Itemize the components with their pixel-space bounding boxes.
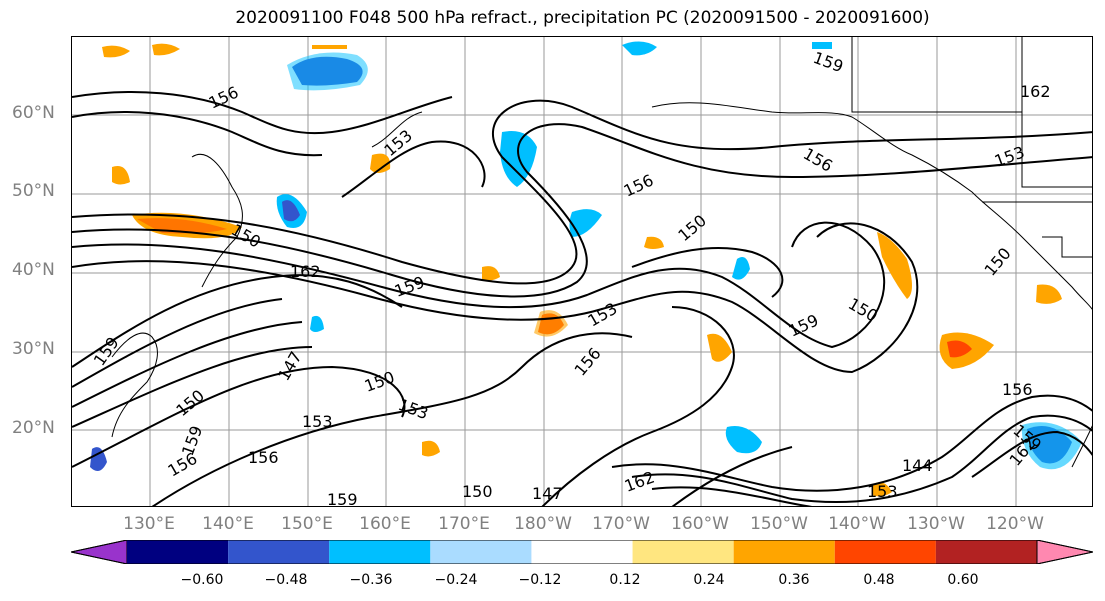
colorbar-segment <box>531 540 633 564</box>
lon-label-160w: 160°W <box>671 514 729 534</box>
contour-label: 150 <box>981 244 1015 280</box>
contour-label: 156 <box>571 344 605 380</box>
contour-label: 162 <box>622 467 657 495</box>
contour-label: 150 <box>845 294 881 326</box>
contour-label: 159 <box>786 310 822 340</box>
lon-label-140e: 140°E <box>202 514 254 534</box>
lon-label-160e: 160°E <box>359 514 411 534</box>
map-plot: 156 159 162 156 153 150 153 162 159 156 … <box>72 37 1092 507</box>
lon-label-120w: 120°W <box>986 514 1044 534</box>
contour-label: 162 <box>290 262 321 281</box>
lat-label-40n: 40°N <box>12 260 55 280</box>
contour-label: 153 <box>867 482 898 501</box>
lat-label-20n: 20°N <box>12 418 55 438</box>
contour-label: 156 <box>800 144 836 176</box>
lon-label-130e: 130°E <box>123 514 175 534</box>
colorbar-tick: −0.24 <box>434 572 478 588</box>
lon-label-170w: 170°W <box>592 514 650 534</box>
refractivity-contours <box>72 91 1092 506</box>
graticule <box>72 37 1092 506</box>
colorbar-segment <box>632 540 734 564</box>
contour-label: 147 <box>532 484 563 503</box>
lon-label-150w: 150°W <box>750 514 808 534</box>
colorbar-tick: −0.12 <box>518 572 562 588</box>
colorbar-segment <box>329 540 431 564</box>
contour-label: 150 <box>674 211 710 245</box>
colorbar-extension-high <box>1036 540 1093 564</box>
colorbar-segment <box>834 540 936 564</box>
contour-label: 159 <box>327 490 358 507</box>
colorbar-segment <box>228 540 330 564</box>
contour-label: 156 <box>621 170 657 200</box>
lon-label-130w: 130°W <box>907 514 965 534</box>
map-title: 2020091100 F048 500 hPa refract., precip… <box>235 8 930 28</box>
contour-label: 147 <box>274 348 306 384</box>
contour-label: 144 <box>902 456 933 475</box>
colorbar-tick: 0.36 <box>778 572 810 588</box>
colorbar-tick: 0.60 <box>947 572 979 588</box>
contour-label: 150 <box>172 386 208 420</box>
lon-label-170e: 170°E <box>438 514 490 534</box>
colorbar-segment <box>935 540 1037 564</box>
lon-label-180w: 180°W <box>514 514 572 534</box>
contour-label: 153 <box>396 395 431 423</box>
colorbar-segment <box>733 540 835 564</box>
colorbar-tick: −0.48 <box>264 572 308 588</box>
contour-label: 162 <box>1020 82 1051 101</box>
colorbar-segment <box>127 540 229 564</box>
lon-label-140w: 140°W <box>828 514 886 534</box>
lat-label-60n: 60°N <box>12 103 55 123</box>
contour-label: 156 <box>206 82 242 112</box>
colorbar-tick: 0.24 <box>693 572 725 588</box>
contour-label: 156 <box>248 448 279 467</box>
contour-label: 159 <box>90 333 123 369</box>
coastlines <box>111 37 1092 468</box>
colorbar-tick: 0.12 <box>609 572 641 588</box>
colorbar-tick: −0.60 <box>180 572 224 588</box>
lat-label-50n: 50°N <box>12 181 55 201</box>
colorbar-tick: 0.48 <box>863 572 895 588</box>
contour-label: 150 <box>462 482 493 501</box>
contour-label: 153 <box>585 299 621 331</box>
contour-label: 159 <box>811 48 846 76</box>
colorbar <box>71 540 1093 564</box>
colorbar-tick: −0.36 <box>349 572 393 588</box>
lat-label-30n: 30°N <box>12 339 55 359</box>
map-panel: 156 159 162 156 153 150 153 162 159 156 … <box>71 36 1093 507</box>
lon-label-150e: 150°E <box>281 514 333 534</box>
colorbar-extension-low <box>71 540 128 564</box>
contour-label: 159 <box>178 423 206 458</box>
colorbar-segment <box>430 540 532 564</box>
contour-label: 156 <box>1002 380 1033 399</box>
contour-label: 153 <box>302 412 333 431</box>
